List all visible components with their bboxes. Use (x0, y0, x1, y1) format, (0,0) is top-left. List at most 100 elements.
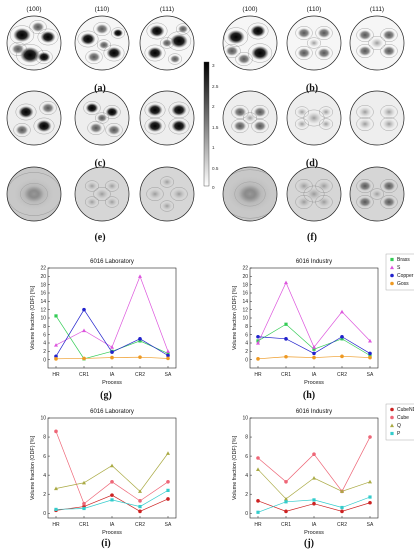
y-axis-label: Volume fraction (ODF) [%] (232, 285, 238, 350)
data-point (368, 495, 372, 499)
pole-figure-b-2 (286, 15, 342, 71)
y-tick-label: 4 (245, 473, 248, 479)
data-point (368, 355, 372, 360)
series-line (257, 336, 371, 354)
colorbar: 3 2.5 2 1.5 1 0.5 0 (203, 61, 219, 190)
y-tick-label: 0 (43, 357, 46, 363)
data-point (82, 480, 86, 485)
data-point (110, 355, 114, 360)
data-point (340, 505, 344, 510)
legend-marker (390, 265, 394, 270)
x-tick-label: CR1 (79, 372, 89, 378)
pole-figure-b-3 (349, 15, 405, 71)
data-point (312, 347, 316, 351)
x-axis-label: Process (304, 530, 324, 536)
chart-3: 6016 Laboratory 0 2 4 6 8 10 HR CR1 IA CR2 SA Proces… (30, 409, 177, 536)
y-tick-label: 12 (40, 307, 46, 313)
series-line (55, 453, 169, 492)
pole-figure-c-1 (6, 90, 62, 146)
panel-label-i: (i) (101, 538, 110, 549)
y-tick-label: 10 (40, 316, 46, 322)
data-point (256, 510, 260, 514)
series-brass (256, 322, 372, 358)
data-point (166, 353, 170, 358)
data-point (110, 480, 114, 484)
data-point (368, 351, 372, 356)
pole-figure-a-1 (6, 15, 62, 71)
data-point (284, 280, 288, 285)
chart-title: 6016 Laboratory (90, 259, 134, 265)
series-line (55, 431, 169, 505)
panel-label-g: (g) (100, 390, 112, 401)
y-tick-label: 8 (245, 324, 248, 330)
header-111-right: (111) (370, 6, 384, 13)
data-point (256, 339, 260, 343)
y-tick-label: 4 (43, 341, 46, 347)
y-tick-label: 18 (242, 282, 248, 288)
data-point (166, 497, 170, 501)
data-point (82, 356, 86, 361)
pole-figure-f-2 (286, 166, 342, 222)
legend-label: Q (397, 423, 401, 429)
pole-figure-f-3 (349, 166, 405, 222)
legend-label: S (397, 265, 401, 271)
y-tick-label: 6 (245, 332, 248, 338)
series-cubend (256, 499, 372, 514)
x-tick-label: HR (52, 522, 60, 528)
series-copper (256, 334, 372, 356)
data-point (166, 488, 170, 492)
y-tick-label: 6 (43, 332, 46, 338)
series-line (55, 309, 169, 357)
x-tick-label: CR2 (337, 372, 347, 378)
chart-title: 6016 Laboratory (90, 409, 134, 415)
header-110-left: (110) (95, 6, 110, 13)
data-point (138, 339, 142, 343)
data-point (256, 334, 260, 339)
y-tick-label: 2 (43, 349, 46, 355)
legend-marker (390, 423, 394, 428)
pole-figure-d-3 (349, 90, 405, 146)
pole-figure-d-2 (286, 90, 342, 146)
x-tick-label: SA (367, 522, 374, 528)
header-100-left: (100) (26, 6, 41, 13)
pole-figure-a-3 (139, 15, 195, 71)
legend-label: P (397, 431, 401, 437)
y-axis-label: Volume fraction (ODF) [%] (232, 435, 238, 500)
pole-figure-e-1 (6, 166, 62, 222)
header-110-right: (110) (307, 6, 322, 13)
y-tick-label: 4 (245, 341, 248, 347)
legend: Brass S Copper Goss (385, 253, 414, 291)
y-tick-label: 20 (40, 274, 46, 280)
y-tick-label: 2 (43, 492, 46, 498)
panel-label-d: (d) (306, 158, 318, 169)
panel-label-a: (a) (94, 83, 106, 94)
data-point (82, 328, 86, 333)
pole-figure-a-2 (74, 15, 130, 71)
pole-figure-e-2 (74, 166, 130, 222)
x-tick-label: HR (254, 522, 262, 528)
pole-figure-d-1 (222, 90, 278, 146)
x-tick-label: SA (165, 372, 172, 378)
series-q (256, 467, 372, 501)
data-point (340, 509, 344, 514)
data-point (54, 343, 58, 347)
y-tick-label: 10 (40, 416, 46, 422)
x-axis-label: Process (102, 380, 122, 386)
y-axis-label: Volume fraction (ODF) [%] (30, 435, 36, 500)
data-point (340, 309, 344, 314)
data-point (138, 337, 142, 341)
data-point (166, 356, 170, 361)
data-point (138, 274, 142, 278)
chart-1: 6016 Laboratory 0 2 4 6 8 10 12 14 16 18 20 22 HR CR1 I… (30, 259, 177, 386)
series-goss (256, 354, 372, 361)
data-point (284, 337, 288, 341)
legend-marker (390, 415, 394, 420)
data-point (54, 486, 58, 491)
y-tick-label: 16 (40, 291, 46, 297)
y-tick-label: 2 (245, 349, 248, 355)
x-tick-label: HR (52, 372, 60, 378)
data-point (110, 345, 114, 349)
panel-label-j: (j) (304, 538, 314, 549)
data-point (368, 353, 372, 358)
